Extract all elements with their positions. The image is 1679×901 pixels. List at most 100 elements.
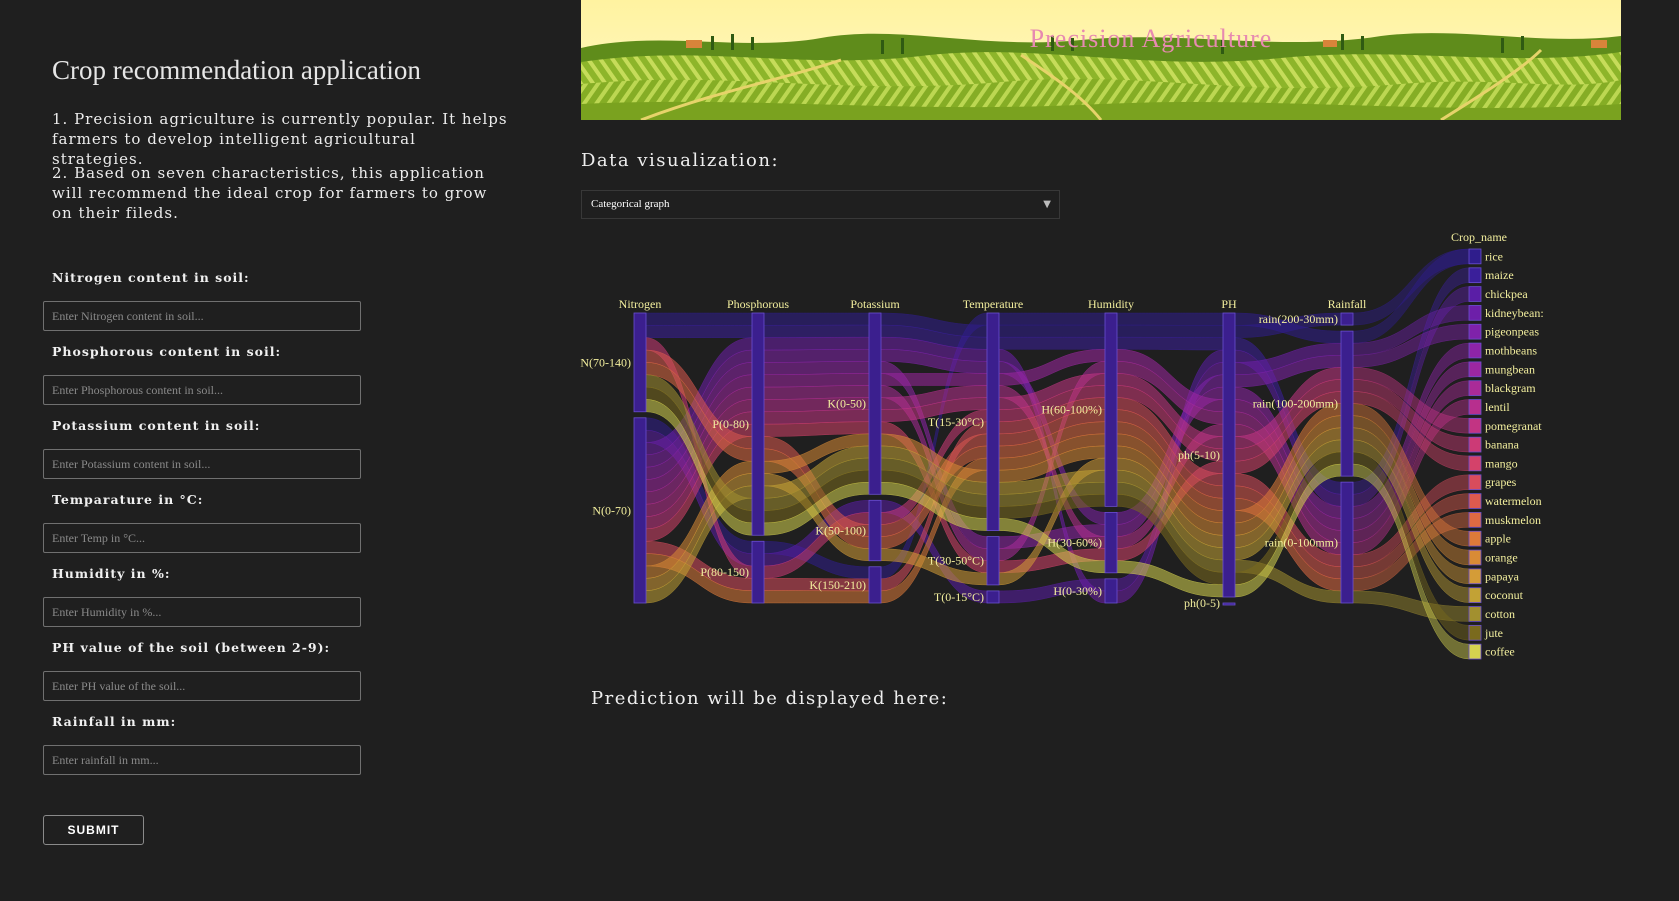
category-label: N(70-140) — [580, 355, 631, 369]
category-bar — [1340, 312, 1354, 326]
crop-bar-blackgram — [1468, 380, 1482, 396]
banner: Precision Agriculture — [581, 0, 1621, 120]
flow-ribbon-rice — [1116, 324, 1224, 338]
crop-bar-pomegranate — [1468, 417, 1482, 434]
crop-label-banana: banana — [1485, 438, 1520, 452]
category-bar — [868, 499, 882, 562]
rainfall-input[interactable] — [43, 745, 361, 775]
category-label: T(30-50°C) — [928, 554, 984, 568]
farmland-banner-image — [581, 0, 1621, 120]
category-label: rain(100-200mm) — [1253, 397, 1338, 411]
crop-bar-pigeonpeas — [1468, 323, 1482, 340]
humidity-label: Humidity in %: — [52, 566, 171, 581]
crop-bar-mungbean — [1468, 361, 1482, 378]
flow-ribbon-rice — [1116, 312, 1224, 326]
flow-ribbon-mungbean — [763, 373, 870, 388]
category-label: H(60-100%) — [1041, 403, 1102, 417]
nitrogen-input[interactable] — [43, 301, 361, 331]
intro-paragraph-1: 1. Precision agriculture is currently po… — [52, 110, 508, 168]
flow-ribbon-maize — [763, 324, 870, 338]
flow-ribbon-mothbeans — [763, 361, 870, 375]
crop-bar-kidneybeans — [1468, 305, 1482, 321]
category-bar — [1340, 481, 1354, 604]
category-bar — [986, 312, 1000, 531]
axis-title-potassium: Potassium — [850, 297, 900, 311]
crop-label-lentil: lentil — [1485, 400, 1510, 414]
flow-ribbon-maize — [998, 336, 1106, 350]
crop-label-kidneybeans: kidneybean: — [1485, 306, 1544, 320]
axis-title-humidity: Humidity — [1088, 297, 1134, 311]
crop-label-orange: orange — [1485, 551, 1518, 565]
axis-title-phosphorous: Phosphorous — [727, 297, 789, 311]
graph-type-selected: Categorical graph — [591, 198, 670, 210]
flow-ribbon-rice — [645, 312, 753, 326]
crop-bar-grapes — [1468, 474, 1482, 491]
category-bar — [751, 540, 765, 604]
temperature-input[interactable] — [43, 523, 361, 553]
potassium-label: Potassium content in soil: — [52, 418, 261, 433]
category-bar — [986, 590, 1000, 604]
axis-title-ph: PH — [1221, 297, 1237, 311]
axis-title-temperature: Temperature — [963, 297, 1023, 311]
flow-ribbon-rice — [763, 312, 870, 326]
flow-ribbon-maize — [645, 325, 753, 338]
crop-bar-coffee — [1468, 643, 1482, 660]
category-label: T(0-15°C) — [934, 590, 984, 604]
crop-label-cotton: cotton — [1485, 607, 1515, 621]
category-bar — [986, 536, 1000, 586]
category-label: H(30-60%) — [1047, 536, 1102, 550]
crop-label-mothbeans: mothbeans — [1485, 344, 1537, 358]
category-label: ph(0-5) — [1184, 596, 1220, 610]
crop-bar-cotton — [1468, 606, 1482, 622]
dropdown-caret-icon: ▼ — [1043, 199, 1051, 210]
axis-title-nitrogen: Nitrogen — [619, 297, 662, 311]
ph-input[interactable] — [43, 671, 361, 701]
flow-ribbon-kidneybeans — [763, 336, 870, 351]
crop-label-rice: rice — [1485, 249, 1503, 263]
potassium-input[interactable] — [43, 449, 361, 479]
flow-ribbon-rice — [998, 312, 1106, 326]
category-bar — [751, 312, 765, 536]
submit-button[interactable]: SUBMIT — [43, 815, 144, 845]
category-bar — [1340, 330, 1354, 477]
flow-ribbon-mungbean — [880, 373, 988, 386]
crop-bar-mango — [1468, 455, 1482, 472]
category-bar — [633, 417, 647, 604]
chart-labels: Nitrogen N(70-140) N(0-70) Phosphorous P(0-8… — [580, 230, 1543, 659]
category-label: K(50-100) — [815, 524, 866, 538]
flow-ribbon-apple — [763, 590, 870, 604]
graph-type-dropdown[interactable]: Categorical graph ▼ — [581, 190, 1060, 219]
category-bar — [633, 312, 647, 413]
crop-bar-muskmelon — [1468, 512, 1482, 528]
crop-label-chickpea: chickpea — [1485, 287, 1528, 301]
phosphorous-input[interactable] — [43, 375, 361, 405]
intro-paragraph-2: 2. Based on seven characteristics, this … — [52, 164, 488, 222]
crop-label-muskmelon: muskmelon — [1485, 513, 1541, 527]
crop-bar-maize — [1468, 267, 1482, 284]
crop-bar-mothbeans — [1468, 342, 1482, 359]
humidity-input[interactable] — [43, 597, 361, 627]
chart-flows — [645, 248, 1470, 660]
prediction-title: Prediction will be displayed here: — [591, 688, 949, 709]
crop-label-jute: jute — [1484, 626, 1503, 640]
phosphorous-label: Phosphorous content in soil: — [52, 344, 282, 359]
category-label: ph(5-10) — [1178, 448, 1220, 462]
parallel-categories-chart[interactable]: Nitrogen N(70-140) N(0-70) Phosphorous P(0-8… — [575, 225, 1575, 675]
category-bar — [1104, 312, 1118, 507]
crop-bar-apple — [1468, 530, 1482, 547]
crop-label-apple: apple — [1485, 532, 1511, 546]
crop-bar-papaya — [1468, 568, 1482, 585]
flow-ribbon-pigeonpeas — [763, 349, 870, 363]
crop-bar-watermelon — [1468, 493, 1482, 509]
crop-label-mungbean: mungbean — [1485, 362, 1535, 376]
category-label: K(150-210) — [809, 578, 866, 592]
category-bar — [1104, 511, 1118, 574]
crop-label-watermelon: watermelon — [1485, 494, 1542, 508]
flow-ribbon-rice — [998, 324, 1106, 338]
category-bar — [1222, 312, 1236, 598]
category-bar — [868, 566, 882, 604]
crop-label-grapes: grapes — [1485, 475, 1517, 489]
crop-bar-jute — [1468, 624, 1482, 641]
crop-label-pigeonpeas: pigeonpeas — [1485, 325, 1539, 339]
crop-bar-rice — [1468, 248, 1482, 265]
